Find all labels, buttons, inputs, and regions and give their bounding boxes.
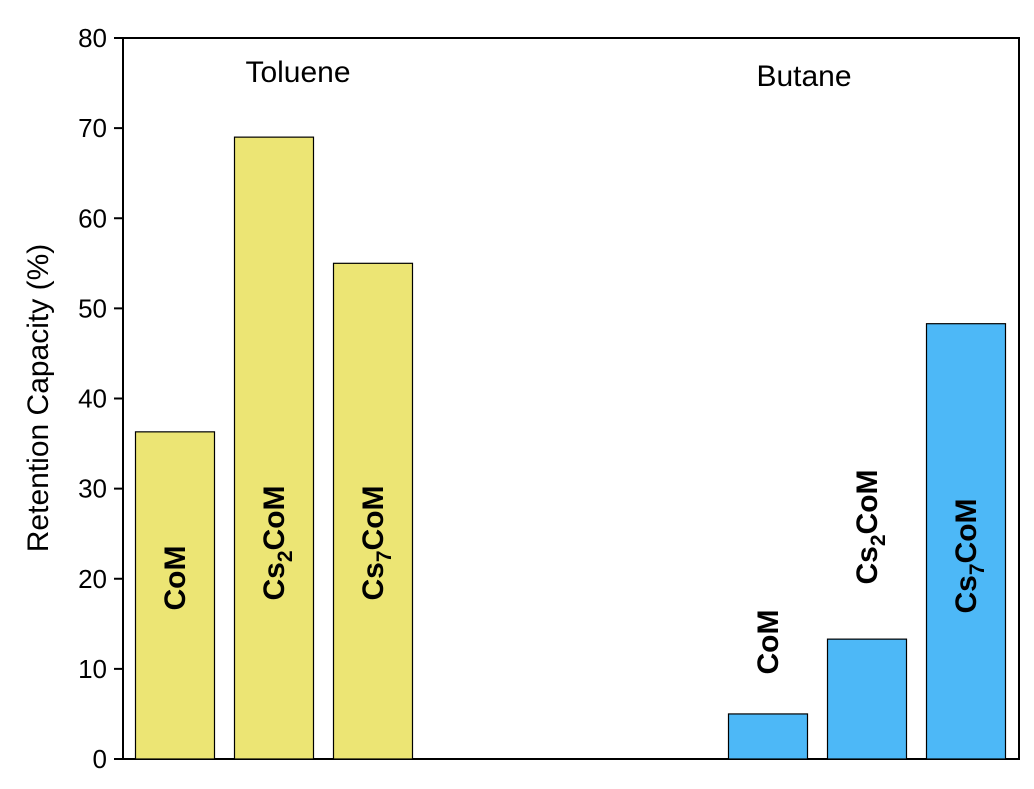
bar-label-com: CoM	[159, 546, 192, 611]
bar-label-tail: CoM	[950, 498, 983, 563]
bar-toluene-cs2com	[233, 136, 315, 760]
bar-label-cs2com: Cs2CoM	[258, 485, 297, 600]
bar-butane-cs7com	[925, 323, 1007, 760]
bar-label-main: Cs	[851, 546, 884, 584]
bar-label-tail: CoM	[258, 485, 291, 550]
bar-label-subscript: 7	[373, 550, 396, 562]
bar-butane-cs2com	[826, 638, 908, 760]
bar-toluene-cs7com	[332, 262, 414, 760]
group-label-butane: Butane	[756, 60, 851, 93]
y-tick-label: 60	[78, 203, 107, 233]
bar-butane-com	[727, 713, 809, 760]
y-tick-label: 0	[93, 744, 107, 774]
bar-label-subscript: 7	[966, 563, 989, 575]
bar-label-cs2com: Cs2CoM	[851, 469, 890, 584]
y-tick-label: 70	[78, 113, 107, 143]
y-tick-label: 10	[78, 654, 107, 684]
bar-label-cs7com: Cs7CoM	[950, 498, 989, 613]
bar-label-tail: CoM	[851, 469, 884, 534]
y-tick-label: 80	[78, 23, 107, 53]
bar-label-main: Cs	[357, 562, 390, 600]
bar-label-main: Cs	[258, 562, 291, 600]
bar-label-main: CoM	[752, 610, 785, 675]
bar-label-cs7com: Cs7CoM	[357, 485, 396, 600]
y-tick-label: 30	[78, 474, 107, 504]
bar-label-main: CoM	[159, 546, 192, 611]
bar-label-tail: CoM	[357, 485, 390, 550]
y-axis-label: Retention Capacity (%)	[22, 244, 55, 552]
y-tick-label: 20	[78, 564, 107, 594]
bar-label-com: CoM	[752, 610, 785, 675]
y-tick-label: 50	[78, 293, 107, 323]
group-label-toluene: Toluene	[245, 56, 350, 89]
bar-label-main: Cs	[950, 575, 983, 613]
y-axis-ticks: 0 10 20 30 40 50 60 70 80	[78, 23, 123, 774]
bar-label-subscript: 2	[274, 550, 297, 562]
y-tick-label: 40	[78, 384, 107, 414]
bar-label-subscript: 2	[867, 534, 890, 546]
bar-toluene-com	[134, 431, 216, 760]
